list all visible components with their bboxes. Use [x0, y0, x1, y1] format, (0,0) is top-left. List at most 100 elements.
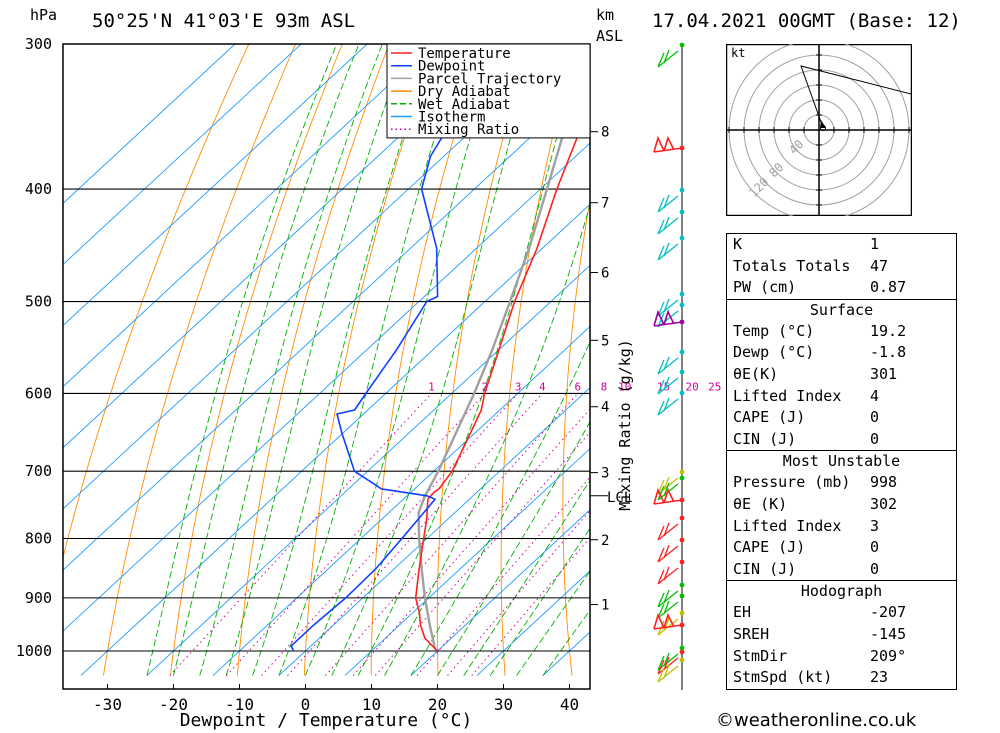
wind-level-dot: [679, 369, 685, 375]
surface-index-row: CIN (J) 0: [727, 429, 956, 451]
height-tick-label: 8: [601, 125, 609, 141]
surface-index-value: -1.8: [870, 343, 907, 362]
hodograph-index-value: -207: [870, 603, 907, 622]
wind-level-dot: [679, 209, 685, 215]
isotherm-line: [63, 44, 434, 388]
height-tick-label: 3: [601, 466, 609, 482]
isotherm-line: [80, 203, 590, 676]
mixing-ratio-line: [287, 393, 543, 676]
wind-barb: [657, 242, 679, 261]
isotherm-line: [278, 386, 590, 676]
dry-adiabat-line: [63, 44, 250, 560]
unstable-index-row: Pressure (mb) 998: [727, 472, 956, 494]
datetime-title: 17.04.2021 00GMT (Base: 12): [652, 10, 961, 32]
unstable-index-value: 0: [870, 538, 880, 557]
wind-barb-flag: [653, 487, 683, 505]
height-tick-label: 2: [601, 533, 609, 549]
isotherm-line: [63, 44, 302, 266]
height-tick-label: 5: [601, 333, 609, 349]
wind-level-dot: [679, 235, 685, 241]
pressure-tick-label: 300: [25, 35, 52, 53]
dry-adiabat-line: [681, 44, 717, 676]
unstable-section-title: Most Unstable: [727, 450, 956, 472]
mixing-ratio-line: [447, 509, 590, 676]
wind-barb: [653, 309, 683, 327]
pressure-tick-label: 700: [25, 462, 52, 480]
wind-barb: [653, 487, 683, 505]
indices-table: K 1 Totals Totals 47 PW (cm) 0.87 Surface Tem…: [726, 233, 957, 690]
dry-adiabat-line: [169, 44, 343, 676]
pressure-tick-label: 500: [25, 293, 52, 311]
mixing-ratio-line: [261, 393, 519, 676]
wind-level-dot: [679, 349, 685, 355]
unstable-index-label: Pressure (mb): [733, 473, 851, 492]
height-unit-asl: ASL: [596, 27, 624, 45]
unstable-index-row: θE (K) 302: [727, 494, 956, 516]
hodograph-index-label: StmSpd (kt): [733, 668, 833, 687]
wind-barb: [657, 194, 679, 213]
wind-level-dot: [679, 469, 685, 475]
copyright-text: ©weatheronline.co.uk: [716, 710, 917, 731]
surface-index-label: Temp (°C): [733, 321, 815, 340]
dry-adiabat-line: [236, 44, 390, 676]
surface-index-label: CIN (J): [733, 429, 797, 448]
storm-motion-circle: [820, 125, 826, 131]
general-index-row: Totals Totals 47: [727, 256, 956, 278]
mixing-ratio-value-label: 3: [515, 380, 522, 393]
hodograph-index-label: SREH: [733, 624, 770, 643]
height-tick-label: 1: [601, 598, 609, 614]
hodograph-index-row: StmDir 209°: [727, 646, 956, 668]
hodograph-index-row: SREH -145: [727, 624, 956, 646]
dry-adiabat-line: [996, 44, 1000, 676]
unstable-index-row: CAPE (J) 0: [727, 537, 956, 559]
mixing-ratio-value-label: 25: [708, 380, 721, 393]
wind-barb: [657, 566, 679, 585]
pressure-tick-label: 900: [25, 589, 52, 607]
legend-label: Isotherm: [418, 110, 485, 126]
general-index-label: Totals Totals: [733, 256, 851, 275]
wind-barb: [653, 135, 683, 153]
unstable-index-label: CIN (J): [733, 559, 797, 578]
mixing-ratio-line: [471, 536, 590, 676]
wind-level-dot: [679, 475, 685, 481]
legend-label: Dewpoint: [418, 59, 485, 75]
hodograph-index-value: 209°: [870, 646, 907, 665]
wet-adiabat-line: [436, 420, 590, 676]
wind-level-dot: [679, 42, 685, 48]
wind-barb-staff: [657, 49, 679, 68]
legend-label: Mixing Ratio: [418, 122, 519, 138]
parcel-trajectory-series-line: [417, 44, 590, 649]
wind-level-dot: [679, 645, 685, 651]
wind-barb: [657, 216, 679, 235]
general-index-label: K: [733, 235, 743, 253]
unstable-index-value: 998: [870, 473, 898, 492]
surface-index-label: Lifted Index: [733, 386, 842, 405]
isotherm-line: [63, 44, 566, 510]
dry-adiabat-line: [436, 44, 530, 676]
x-tick-label: -30: [93, 695, 122, 714]
isotherm-line: [63, 81, 590, 571]
wind-level-dot: [679, 515, 685, 521]
wind-barb-staff: [657, 566, 679, 585]
mixing-ratio-line: [324, 393, 579, 676]
surface-index-label: Dewp (°C): [733, 343, 815, 362]
surface-index-row: θE(K) 301: [727, 364, 956, 386]
height-tick-label: 4: [601, 400, 609, 416]
wind-barb-flag: [653, 612, 683, 630]
surface-index-value: 0: [870, 429, 880, 448]
wind-barb-staff: [657, 544, 679, 563]
wet-adiabat-line: [252, 44, 436, 676]
x-tick-label: 10: [362, 695, 381, 714]
wet-adiabat-line: [146, 44, 338, 676]
mixing-ratio-value-label: 6: [575, 380, 582, 393]
wind-barb: [657, 397, 679, 416]
wind-barb-staff: [657, 356, 679, 375]
hodograph-index-row: EH -207: [727, 602, 956, 624]
dry-adiabat-line: [562, 197, 590, 676]
wind-barb-staff: [657, 656, 679, 675]
plot-frame: [62, 43, 591, 690]
isotherm-line: [344, 448, 590, 676]
temperature-series-line: [414, 98, 590, 652]
surface-index-row: Lifted Index 4: [727, 386, 956, 408]
